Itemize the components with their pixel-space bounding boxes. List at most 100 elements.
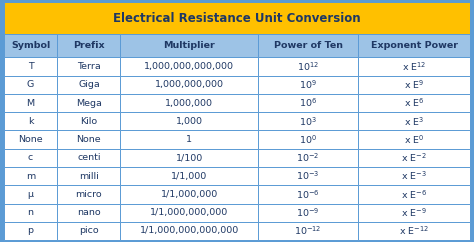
Bar (120, 185, 258, 204)
Text: Prefix: Prefix (73, 41, 105, 50)
Bar (57, 130, 120, 149)
Bar (258, 57, 358, 76)
Bar (4, 2, 470, 34)
Text: x E$\mathregular{^{-6}}$: x E$\mathregular{^{-6}}$ (401, 188, 428, 201)
Text: c: c (28, 153, 33, 162)
Bar (358, 130, 470, 149)
Bar (358, 94, 470, 112)
Text: n: n (27, 208, 34, 217)
Text: 10$\mathregular{^{12}}$: 10$\mathregular{^{12}}$ (297, 60, 319, 73)
Text: μ: μ (27, 190, 34, 199)
Text: nano: nano (77, 208, 101, 217)
Text: 1,000: 1,000 (176, 117, 203, 126)
Text: micro: micro (75, 190, 102, 199)
Bar (57, 57, 120, 76)
Text: k: k (28, 117, 33, 126)
Text: 1/1,000: 1/1,000 (171, 172, 207, 181)
Text: x E$\mathregular{^{3}}$: x E$\mathregular{^{3}}$ (404, 115, 424, 128)
Text: Exponent Power: Exponent Power (371, 41, 458, 50)
Text: Symbol: Symbol (11, 41, 50, 50)
Bar (258, 149, 358, 167)
Bar (57, 112, 120, 130)
Text: x E$\mathregular{^{-2}}$: x E$\mathregular{^{-2}}$ (401, 151, 427, 164)
Bar (57, 34, 120, 57)
Bar (4, 222, 57, 240)
Bar (258, 94, 358, 112)
Bar (358, 167, 470, 185)
Bar (358, 76, 470, 94)
Text: 1/1,000,000,000: 1/1,000,000,000 (150, 208, 228, 217)
Text: G: G (27, 80, 34, 89)
Text: 1,000,000: 1,000,000 (165, 98, 213, 108)
Text: 10$\mathregular{^{-6}}$: 10$\mathregular{^{-6}}$ (296, 188, 320, 201)
Text: 10$\mathregular{^{3}}$: 10$\mathregular{^{3}}$ (299, 115, 317, 128)
Text: Giga: Giga (78, 80, 100, 89)
Bar (358, 112, 470, 130)
Text: x E$\mathregular{^{0}}$: x E$\mathregular{^{0}}$ (404, 133, 425, 146)
Bar (258, 76, 358, 94)
Bar (4, 204, 57, 222)
Bar (120, 130, 258, 149)
Bar (120, 94, 258, 112)
Bar (358, 222, 470, 240)
Text: p: p (27, 227, 34, 235)
Bar (120, 204, 258, 222)
Text: 10$\mathregular{^{-2}}$: 10$\mathregular{^{-2}}$ (297, 151, 320, 164)
Text: M: M (27, 98, 35, 108)
Bar (4, 167, 57, 185)
Text: Electrical Resistance Unit Conversion: Electrical Resistance Unit Conversion (113, 12, 361, 24)
Bar (258, 167, 358, 185)
Bar (258, 185, 358, 204)
Bar (258, 112, 358, 130)
Text: pico: pico (79, 227, 99, 235)
Text: centi: centi (77, 153, 100, 162)
Text: x E$\mathregular{^{-9}}$: x E$\mathregular{^{-9}}$ (401, 206, 427, 219)
Bar (358, 185, 470, 204)
Text: x E$\mathregular{^{12}}$: x E$\mathregular{^{12}}$ (402, 60, 427, 73)
Bar (258, 204, 358, 222)
Text: 10$\mathregular{^{0}}$: 10$\mathregular{^{0}}$ (299, 133, 317, 146)
Text: 10$\mathregular{^{6}}$: 10$\mathregular{^{6}}$ (299, 97, 317, 109)
Text: T: T (28, 62, 34, 71)
Bar (120, 222, 258, 240)
Text: Terra: Terra (77, 62, 101, 71)
Bar (358, 34, 470, 57)
Bar (120, 76, 258, 94)
Bar (120, 34, 258, 57)
Bar (258, 222, 358, 240)
Bar (358, 204, 470, 222)
Text: 1/100: 1/100 (175, 153, 203, 162)
Text: x E$\mathregular{^{-12}}$: x E$\mathregular{^{-12}}$ (399, 225, 429, 237)
Bar (57, 204, 120, 222)
Bar (258, 130, 358, 149)
Text: 10$\mathregular{^{9}}$: 10$\mathregular{^{9}}$ (299, 78, 317, 91)
Bar (4, 94, 57, 112)
Bar (4, 112, 57, 130)
Bar (57, 222, 120, 240)
Bar (120, 149, 258, 167)
Bar (57, 167, 120, 185)
Text: Multiplier: Multiplier (164, 41, 215, 50)
Bar (120, 112, 258, 130)
Text: None: None (18, 135, 43, 144)
Text: 10$\mathregular{^{-9}}$: 10$\mathregular{^{-9}}$ (296, 206, 320, 219)
Text: m: m (26, 172, 35, 181)
Bar (120, 57, 258, 76)
Text: 1/1,000,000,000,000: 1/1,000,000,000,000 (139, 227, 239, 235)
Bar (4, 57, 57, 76)
Bar (258, 34, 358, 57)
Bar (4, 130, 57, 149)
Bar (57, 94, 120, 112)
Text: 10$\mathregular{^{-3}}$: 10$\mathregular{^{-3}}$ (296, 170, 320, 182)
Bar (57, 185, 120, 204)
Bar (57, 76, 120, 94)
Text: x E$\mathregular{^{6}}$: x E$\mathregular{^{6}}$ (404, 97, 425, 109)
Text: 10$\mathregular{^{-12}}$: 10$\mathregular{^{-12}}$ (294, 225, 322, 237)
Bar (4, 76, 57, 94)
Text: milli: milli (79, 172, 99, 181)
Text: x E$\mathregular{^{-3}}$: x E$\mathregular{^{-3}}$ (401, 170, 427, 182)
Text: Power of Ten: Power of Ten (273, 41, 343, 50)
Text: 1/1,000,000: 1/1,000,000 (161, 190, 218, 199)
Text: None: None (77, 135, 101, 144)
Text: 1,000,000,000,000: 1,000,000,000,000 (144, 62, 234, 71)
